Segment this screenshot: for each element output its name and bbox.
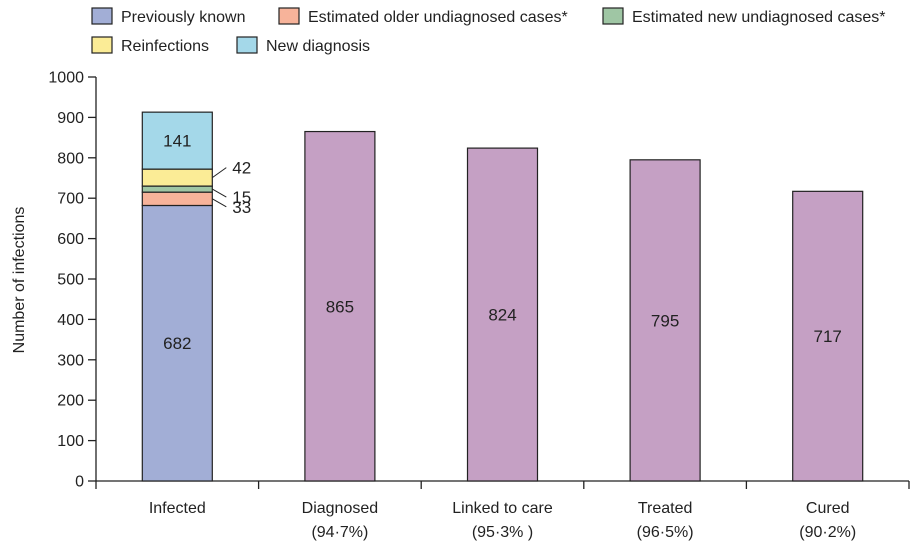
y-tick-label: 400 bbox=[57, 312, 84, 329]
legend-item: Estimated new undiagnosed cases* bbox=[602, 7, 886, 26]
bar-value-label: 824 bbox=[488, 306, 516, 325]
stacked-segment-label-outside: 15 bbox=[232, 188, 251, 207]
leader-line bbox=[212, 188, 227, 198]
stacked-segment-label: 141 bbox=[163, 132, 191, 151]
leader-line bbox=[212, 167, 227, 179]
x-tick-sublabel: (94·7%) bbox=[311, 524, 368, 541]
legend-item: Reinfections bbox=[91, 36, 209, 55]
x-tick-label: Linked to care bbox=[452, 500, 553, 517]
legend-item: New diagnosis bbox=[236, 36, 370, 55]
y-tick-label: 1000 bbox=[48, 70, 84, 87]
legend-item: Previously known bbox=[91, 7, 246, 26]
legend-swatch bbox=[236, 36, 258, 54]
stacked-segment-estimated-new-undiagnosed-cases bbox=[141, 185, 213, 193]
y-tick-label: 500 bbox=[57, 272, 84, 289]
chart-legend: Previously known Estimated older undiagno… bbox=[91, 7, 886, 55]
y-tick-label: 300 bbox=[57, 352, 84, 369]
x-axis: Infected Diagnosed (94·7%) Linked to care (9… bbox=[95, 480, 910, 541]
bar-diagnosed bbox=[304, 130, 376, 482]
x-tick-sublabel: (95·3% ) bbox=[472, 524, 533, 541]
stacked-segment-estimated-older-undiagnosed-cases bbox=[141, 191, 213, 207]
x-tick-label: Cured bbox=[806, 500, 850, 517]
legend-swatch bbox=[91, 7, 113, 25]
legend-item: Estimated older undiagnosed cases* bbox=[278, 7, 568, 26]
stacked-segment-label: 682 bbox=[163, 334, 191, 353]
y-tick-label: 800 bbox=[57, 150, 84, 167]
legend-label: Estimated older undiagnosed cases* bbox=[308, 9, 568, 26]
y-tick-label: 700 bbox=[57, 191, 84, 208]
legend-swatch bbox=[91, 36, 113, 54]
legend-swatch bbox=[602, 7, 624, 25]
bar-value-label: 795 bbox=[651, 311, 679, 330]
x-tick-sublabel: (96·5%) bbox=[637, 524, 694, 541]
stacked-segment-reinfections bbox=[141, 168, 213, 187]
stacked-segment-label-outside: 42 bbox=[232, 159, 251, 178]
stacked-segment-label-outside: 33 bbox=[232, 198, 251, 217]
bar-value-label: 717 bbox=[814, 327, 842, 346]
y-axis-label: Number of infections bbox=[11, 207, 28, 354]
x-tick-label: Diagnosed bbox=[302, 500, 379, 517]
bar-linked-to-care bbox=[466, 147, 539, 482]
bar-treated bbox=[629, 159, 701, 482]
y-tick-label: 100 bbox=[57, 433, 84, 450]
legend-label: New diagnosis bbox=[266, 38, 370, 55]
x-tick-label: Treated bbox=[638, 500, 693, 517]
y-tick-label: 900 bbox=[57, 110, 84, 127]
legend-label: Estimated new undiagnosed cases* bbox=[632, 9, 886, 26]
y-tick-label: 600 bbox=[57, 231, 84, 248]
x-tick-sublabel: (90·2%) bbox=[799, 524, 856, 541]
y-tick-label: 200 bbox=[57, 393, 84, 410]
x-tick-label: Infected bbox=[149, 500, 206, 517]
bar-value-label: 865 bbox=[326, 297, 354, 316]
bar-cured bbox=[792, 190, 864, 482]
y-axis: 0 100 200 300 400 500 600 700 800 900 1000 bbox=[48, 70, 97, 491]
legend-swatch bbox=[278, 7, 300, 25]
leader-line bbox=[212, 198, 227, 208]
legend-label: Reinfections bbox=[121, 38, 209, 55]
legend-label: Previously known bbox=[121, 9, 246, 26]
y-tick-label: 0 bbox=[75, 474, 84, 491]
stacked-segment-new-diagnosis bbox=[141, 111, 213, 170]
